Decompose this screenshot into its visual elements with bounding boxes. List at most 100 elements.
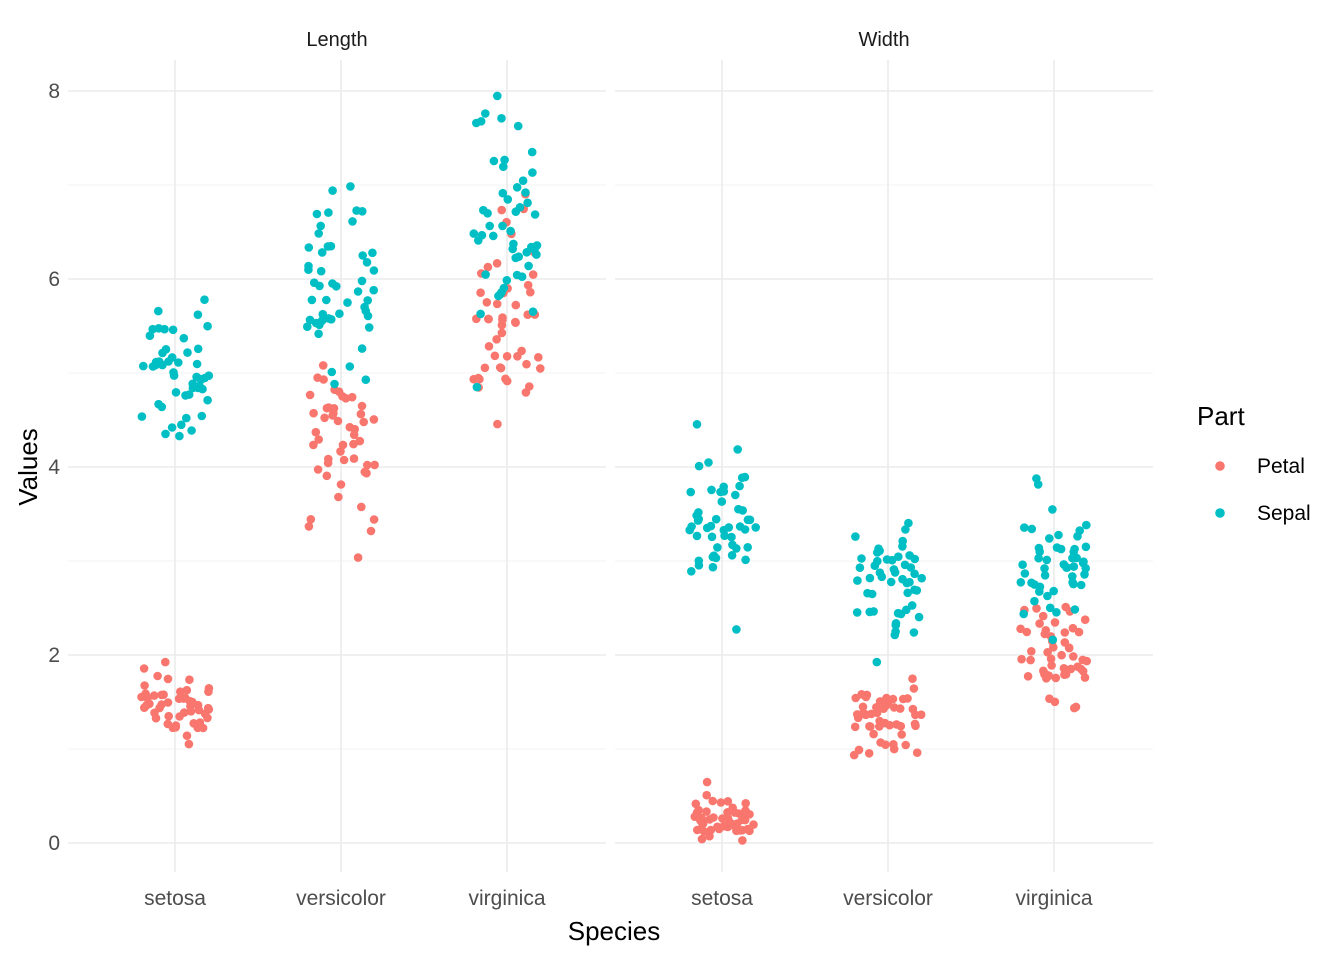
point-petal-versicolor: [359, 417, 369, 427]
point-petal-versicolor: [357, 401, 367, 411]
point-petal-setosa: [716, 798, 726, 807]
point-petal-versicolor: [320, 413, 329, 423]
point-sepal-versicolor: [874, 544, 883, 553]
point-sepal-virginica: [508, 244, 517, 254]
point-sepal-versicolor: [903, 588, 912, 598]
point-sepal-versicolor: [890, 568, 900, 577]
x-tick-label-virginica: virginica: [1015, 887, 1092, 910]
point-petal-versicolor: [897, 730, 906, 739]
point-sepal-virginica: [1076, 580, 1086, 590]
point-sepal-setosa: [187, 426, 196, 435]
point-petal-versicolor: [304, 522, 314, 531]
point-sepal-virginica: [498, 221, 507, 231]
point-sepal-virginica: [1040, 571, 1050, 580]
point-sepal-virginica: [1040, 564, 1049, 573]
point-sepal-versicolor: [917, 573, 926, 583]
point-sepal-versicolor: [853, 576, 862, 585]
point-sepal-setosa: [148, 324, 157, 334]
point-petal-virginica: [1060, 638, 1070, 647]
legend-label-sepal: Sepal: [1257, 502, 1311, 525]
point-sepal-versicolor: [890, 630, 900, 640]
point-sepal-setosa: [713, 543, 722, 552]
point-petal-setosa: [188, 697, 197, 707]
point-petal-virginica: [1076, 664, 1086, 674]
y-tick-label: 2: [48, 644, 60, 667]
point-sepal-virginica: [506, 226, 515, 236]
y-axis-title: Values: [13, 428, 43, 506]
point-sepal-virginica: [472, 118, 481, 128]
point-sepal-versicolor: [902, 578, 912, 588]
point-sepal-setosa: [737, 473, 747, 483]
point-sepal-virginica: [1018, 560, 1027, 569]
point-sepal-setosa: [137, 412, 147, 421]
point-sepal-versicolor: [865, 573, 875, 583]
point-petal-versicolor: [881, 701, 891, 710]
point-sepal-virginica: [489, 156, 499, 166]
point-petal-setosa: [163, 674, 173, 684]
point-petal-versicolor: [306, 515, 316, 524]
point-sepal-virginica: [1068, 553, 1077, 563]
point-petal-setosa: [149, 691, 159, 700]
point-sepal-versicolor: [327, 367, 337, 377]
x-axis-title: Species: [568, 916, 661, 946]
point-petal-setosa: [698, 819, 708, 829]
facet-strip-label: Width: [858, 29, 909, 51]
point-sepal-setosa: [154, 357, 164, 366]
point-sepal-setosa: [181, 391, 190, 400]
point-sepal-versicolor: [315, 281, 324, 291]
point-petal-virginica: [1069, 652, 1078, 661]
point-petal-setosa: [692, 808, 702, 817]
point-sepal-versicolor: [369, 285, 379, 295]
point-petal-versicolor: [889, 740, 898, 749]
point-petal-virginica: [1066, 664, 1076, 674]
point-petal-virginica: [1050, 618, 1060, 627]
point-petal-versicolor: [357, 502, 366, 512]
point-sepal-setosa: [735, 481, 744, 491]
point-petal-virginica: [1061, 602, 1070, 612]
point-sepal-versicolor: [352, 206, 361, 215]
point-petal-virginica: [1068, 623, 1078, 633]
point-sepal-versicolor: [316, 221, 326, 231]
point-sepal-versicolor: [369, 266, 379, 275]
point-sepal-setosa: [707, 532, 717, 542]
point-petal-versicolor: [872, 703, 881, 712]
point-petal-virginica: [1071, 702, 1081, 712]
point-petal-virginica: [1074, 627, 1084, 637]
point-sepal-virginica: [479, 205, 488, 215]
point-sepal-versicolor: [362, 258, 372, 267]
y-axis: 0 2 4 6 8: [48, 80, 60, 855]
point-sepal-virginica: [1045, 603, 1055, 613]
point-petal-versicolor: [909, 684, 919, 693]
point-sepal-setosa: [687, 567, 696, 576]
point-sepal-versicolor: [304, 261, 313, 271]
point-petal-virginica: [502, 352, 512, 361]
point-sepal-setosa: [145, 331, 155, 341]
point-sepal-virginica: [485, 221, 495, 231]
legend-items: Petal Sepal: [1215, 455, 1311, 525]
point-sepal-versicolor: [855, 563, 865, 572]
point-petal-versicolor: [339, 455, 349, 465]
point-petal-setosa: [140, 703, 149, 712]
point-sepal-virginica: [1019, 609, 1028, 619]
point-petal-virginica: [492, 299, 502, 309]
point-petal-virginica: [1035, 619, 1044, 628]
point-petal-setosa: [723, 808, 732, 817]
point-sepal-virginica: [500, 155, 509, 165]
point-petal-virginica: [534, 353, 543, 362]
point-sepal-virginica: [1048, 505, 1057, 514]
point-sepal-versicolor: [363, 296, 373, 305]
point-petal-virginica: [484, 314, 493, 324]
point-petal-versicolor: [328, 411, 338, 420]
point-petal-setosa: [702, 807, 711, 816]
point-sepal-virginica: [518, 176, 528, 185]
point-sepal-setosa: [198, 384, 207, 394]
point-petal-virginica: [1047, 661, 1056, 670]
point-sepal-setosa: [740, 525, 750, 534]
point-sepal-versicolor: [348, 217, 357, 226]
point-petal-virginica: [522, 359, 531, 369]
point-sepal-virginica: [527, 147, 537, 157]
point-sepal-virginica: [493, 91, 502, 101]
point-petal-virginica: [1017, 654, 1026, 664]
point-sepal-virginica: [1045, 534, 1054, 543]
point-petal-setosa: [174, 694, 184, 703]
